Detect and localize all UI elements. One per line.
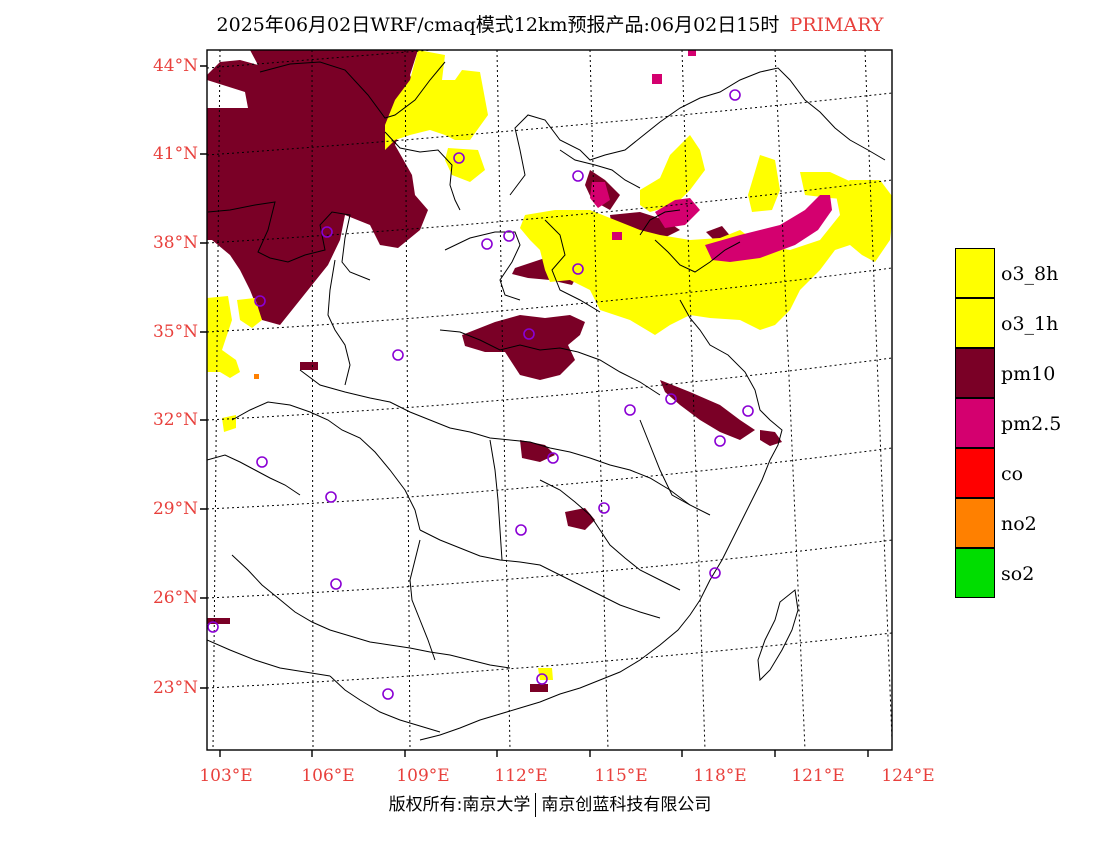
lon-label-112: 112°E bbox=[494, 766, 548, 786]
legend-label: co bbox=[1001, 463, 1024, 485]
copyright-footer: 版权所有:南京大学 南京创蓝科技有限公司 bbox=[0, 790, 1100, 817]
legend-label: pm2.5 bbox=[1001, 413, 1062, 435]
boundary-lines bbox=[207, 61, 886, 741]
map-frame bbox=[200, 49, 893, 757]
lat-label-32: 32°N bbox=[152, 410, 198, 430]
lon-label-121: 121°E bbox=[791, 766, 845, 786]
lat-label-44: 44°N bbox=[152, 56, 198, 76]
lon-label-124: 124°E bbox=[881, 766, 935, 786]
lat-label-29: 29°N bbox=[152, 499, 198, 519]
title-main: 2025年06月02日WRF/cmaq模式12km预报产品:06月02日15时 bbox=[216, 14, 780, 36]
legend-swatch bbox=[955, 348, 995, 398]
lat-label-41: 41°N bbox=[152, 144, 198, 164]
legend-label: no2 bbox=[1001, 513, 1037, 535]
legend-item-o3-1h: o3_1h bbox=[955, 298, 1100, 348]
legend-label: pm10 bbox=[1001, 363, 1056, 385]
legend-item-pm25: pm2.5 bbox=[955, 398, 1100, 448]
legend-item-no2: no2 bbox=[955, 498, 1100, 548]
legend-label: o3_8h bbox=[1001, 263, 1059, 285]
lon-label-118: 118°E bbox=[693, 766, 747, 786]
lon-label-106: 106°E bbox=[301, 766, 355, 786]
footer-left: 版权所有:南京大学 bbox=[388, 795, 531, 815]
title-primary-tag: PRIMARY bbox=[789, 14, 884, 36]
graticule bbox=[207, 50, 892, 750]
legend-swatch bbox=[955, 398, 995, 448]
footer-right: 南京创蓝科技有限公司 bbox=[541, 795, 712, 815]
footer-separator bbox=[535, 793, 537, 817]
lat-label-38: 38°N bbox=[152, 233, 198, 253]
site-markers bbox=[207, 89, 754, 700]
lon-label-103: 103°E bbox=[199, 766, 253, 786]
legend-label: so2 bbox=[1001, 563, 1035, 585]
lon-label-109: 109°E bbox=[396, 766, 450, 786]
lat-label-35: 35°N bbox=[152, 322, 198, 342]
pm10-regions bbox=[207, 50, 782, 692]
legend-item-co: co bbox=[955, 448, 1100, 498]
no2-spot bbox=[254, 374, 259, 379]
legend-swatch bbox=[955, 448, 995, 498]
legend-swatch bbox=[955, 298, 995, 348]
lat-label-23: 23°N bbox=[152, 678, 198, 698]
map-title: 2025年06月02日WRF/cmaq模式12km预报产品:06月02日15时 P… bbox=[0, 10, 1100, 37]
o3-regions bbox=[207, 50, 892, 680]
legend-item-o3-8h: o3_8h bbox=[955, 248, 1100, 298]
lat-label-26: 26°N bbox=[152, 588, 198, 608]
legend-swatch bbox=[955, 498, 995, 548]
legend-item-so2: so2 bbox=[955, 548, 1100, 598]
lon-label-115: 115°E bbox=[594, 766, 648, 786]
legend-label: o3_1h bbox=[1001, 313, 1059, 335]
legend-swatch bbox=[955, 548, 995, 598]
legend-item-pm10: pm10 bbox=[955, 348, 1100, 398]
legend-swatch bbox=[955, 248, 995, 298]
